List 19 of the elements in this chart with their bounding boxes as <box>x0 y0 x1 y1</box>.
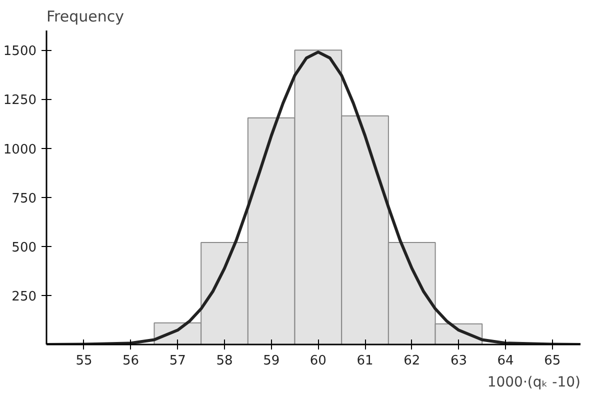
x-tick-label: 59 <box>263 354 280 368</box>
x-tick-label: 57 <box>169 354 186 368</box>
x-tick-label: 64 <box>497 354 514 368</box>
x-tick-label: 56 <box>122 354 140 368</box>
y-tick-label: 250 <box>12 289 37 304</box>
x-tick-label: 61 <box>356 354 374 368</box>
x-tick-label: 63 <box>450 354 467 368</box>
x-axis-title: 1000·(qₖ -10) <box>487 374 581 390</box>
y-tick-label: 1000 <box>3 142 37 158</box>
x-tick-label: 65 <box>544 354 561 368</box>
y-tick-label: 1500 <box>3 44 37 60</box>
x-tick-label: 55 <box>76 354 92 368</box>
y-tick-label: 1250 <box>3 93 37 108</box>
x-tick-label: 58 <box>216 354 233 368</box>
y-tick-label: 750 <box>12 191 37 206</box>
x-tick-label: 60 <box>310 354 326 368</box>
y-axis-title: Frequency <box>46 8 124 26</box>
y-tick-label: 500 <box>12 240 37 256</box>
x-tick-label: 62 <box>404 354 420 368</box>
